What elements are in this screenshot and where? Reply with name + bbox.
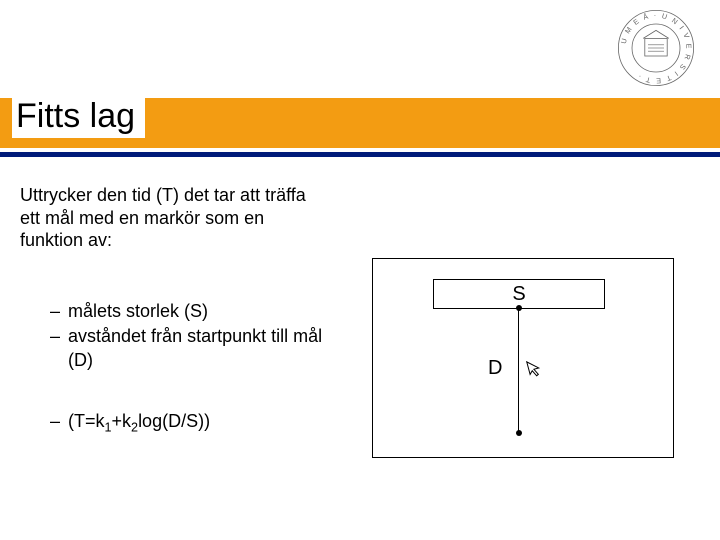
- formula-part: (T=k: [68, 411, 105, 431]
- slide-title: Fitts lag: [12, 95, 145, 138]
- list-item: – målets storlek (S): [50, 300, 330, 323]
- formula-sub: 2: [131, 421, 138, 435]
- title-rule: [0, 152, 720, 157]
- formula-text: (T=k1+k2log(D/S)): [68, 410, 210, 436]
- distance-label: D: [488, 357, 502, 380]
- slide: U M E Å · U N I V E R S I T E T · Fitts …: [0, 0, 720, 540]
- formula-sub: 1: [105, 421, 112, 435]
- dash-icon: –: [50, 325, 68, 372]
- dash-icon: –: [50, 300, 68, 323]
- intro-text: Uttrycker den tid (T) det tar att träffa…: [20, 184, 320, 252]
- list-item: – (T=k1+k2log(D/S)): [50, 410, 330, 436]
- line-endpoint-icon: [516, 305, 522, 311]
- target-label: S: [512, 283, 525, 305]
- university-logo: U M E Å · U N I V E R S I T E T ·: [616, 8, 696, 88]
- bullet-list: – målets storlek (S) – avståndet från st…: [50, 300, 330, 438]
- list-item: – avståndet från startpunkt till mål (D): [50, 325, 330, 372]
- distance-line: [518, 308, 519, 433]
- bullet-text: målets storlek (S): [68, 300, 208, 323]
- formula-part: log(D/S)): [138, 411, 210, 431]
- line-endpoint-icon: [516, 430, 522, 436]
- cursor-icon: [526, 358, 545, 382]
- diagram-frame: S D: [372, 258, 674, 458]
- formula-part: +k: [112, 411, 132, 431]
- bullet-text: avståndet från startpunkt till mål (D): [68, 325, 330, 372]
- dash-icon: –: [50, 410, 68, 436]
